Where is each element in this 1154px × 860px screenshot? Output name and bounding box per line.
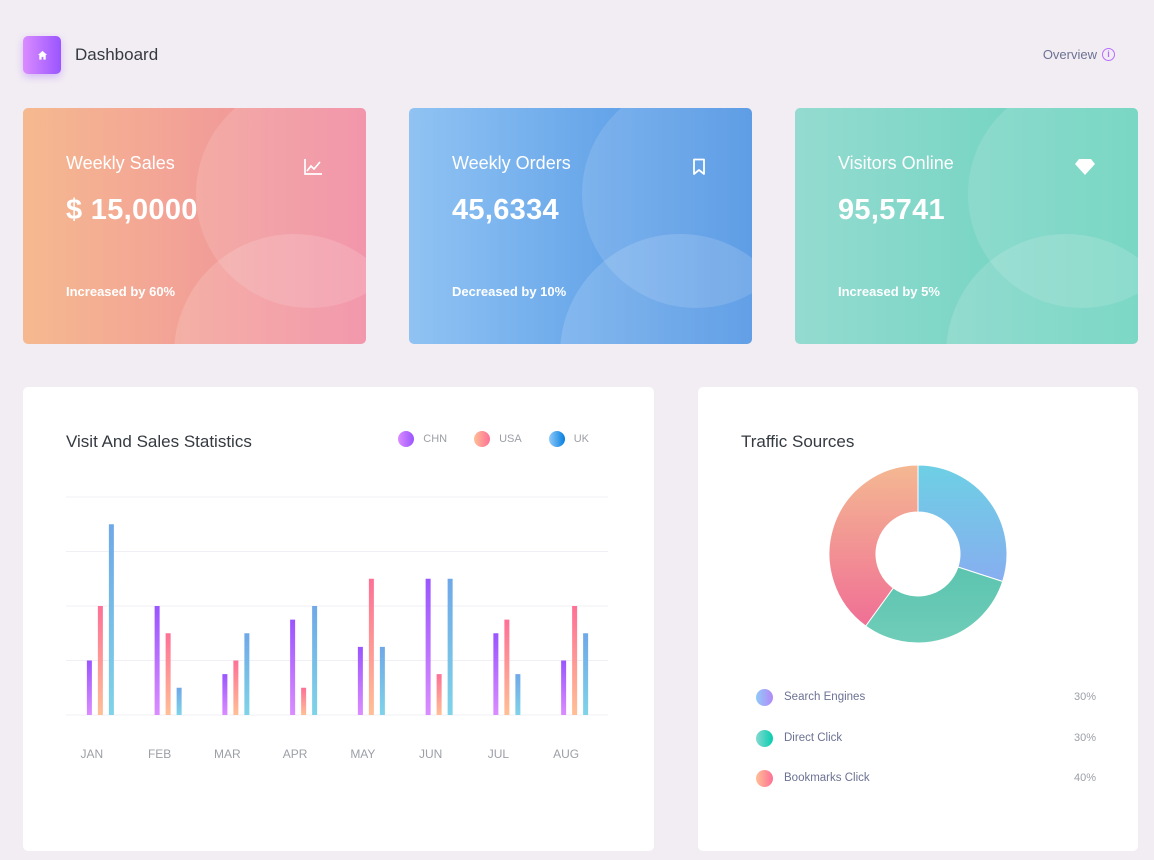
x-tick-label: FEB — [148, 747, 171, 761]
donut-slice-bookmarks-click[interactable] — [828, 464, 919, 627]
x-tick-label: JAN — [81, 747, 104, 761]
chart-legend: CHN USA UK — [398, 431, 589, 447]
x-tick-label: MAR — [214, 747, 241, 761]
chart-title: Visit And Sales Statistics — [66, 432, 252, 451]
legend-label: UK — [573, 433, 589, 445]
bar-usa-mar[interactable] — [233, 660, 239, 716]
bookmark-icon — [688, 156, 710, 178]
traffic-item-search-engines: Search Engines 30% — [756, 687, 1096, 707]
traffic-label: Bookmarks Click — [784, 772, 870, 784]
bar-chn-aug[interactable] — [561, 660, 567, 716]
card-label: Weekly Orders — [452, 153, 571, 173]
legend-item-usa[interactable]: USA — [474, 431, 522, 447]
legend-dot — [756, 688, 773, 706]
bar-chn-feb[interactable] — [154, 606, 160, 715]
page-header: Dashboard Overview i — [23, 35, 1115, 75]
bar-chn-jul[interactable] — [493, 633, 499, 715]
x-tick-label: MAY — [350, 747, 375, 761]
card-decoration — [560, 234, 752, 344]
donut-slice-direct-click[interactable] — [864, 566, 1004, 644]
legend-dot — [756, 729, 773, 747]
bar-chn-apr[interactable] — [290, 619, 296, 715]
legend-dot — [398, 431, 415, 447]
visit-sales-panel: JAN FEB MAR APR MAY JUN JUL AUG Visit And Sales… — [23, 387, 654, 851]
traffic-label: Direct Click — [784, 732, 843, 744]
bar-usa-feb[interactable] — [165, 633, 171, 715]
home-icon-badge[interactable] — [23, 36, 61, 74]
bar-uk-may[interactable] — [379, 646, 385, 715]
visitors-online-card: Visitors Online 95,5741 Increased by 5% — [795, 108, 1138, 344]
x-tick-label: JUL — [488, 747, 510, 761]
x-tick-label: APR — [283, 747, 308, 761]
card-decoration — [174, 234, 366, 344]
traffic-percent: 30% — [1073, 691, 1096, 703]
donut-slice-search-engines[interactable] — [917, 464, 1008, 583]
bar-uk-jul[interactable] — [515, 674, 521, 715]
bar-usa-jul[interactable] — [504, 619, 510, 715]
traffic-item-direct-click: Direct Click 30% — [756, 728, 1096, 748]
bar-chart: JAN FEB MAR APR MAY JUN JUL AUG — [66, 496, 608, 761]
info-icon: i — [1102, 48, 1115, 61]
legend-label: USA — [499, 433, 522, 445]
legend-dot — [756, 769, 773, 787]
card-change: Decreased by 10% — [452, 284, 567, 299]
diamond-icon — [1074, 156, 1096, 178]
bar-usa-apr[interactable] — [301, 687, 307, 715]
bar-usa-jan[interactable] — [97, 606, 103, 715]
bar-chn-mar[interactable] — [222, 674, 228, 715]
home-icon — [37, 50, 47, 60]
bar-chn-jan[interactable] — [86, 660, 92, 716]
card-value: 45,6334 — [452, 194, 559, 226]
card-value: 95,5741 — [838, 194, 945, 226]
bar-usa-aug[interactable] — [572, 606, 578, 715]
bar-uk-mar[interactable] — [244, 633, 250, 715]
bar-uk-jan[interactable] — [108, 524, 114, 715]
bar-chn-jun[interactable] — [425, 578, 431, 715]
traffic-sources-panel: Traffic Sources Search Engines 30% Direc… — [698, 387, 1138, 851]
x-tick-label: JUN — [419, 747, 442, 761]
bar-usa-may[interactable] — [368, 578, 374, 715]
bar-chn-may[interactable] — [357, 646, 363, 715]
card-label: Weekly Sales — [66, 153, 175, 173]
card-value: $ 15,0000 — [66, 194, 198, 226]
traffic-title: Traffic Sources — [741, 432, 855, 451]
legend-item-chn[interactable]: CHN — [398, 431, 447, 447]
bar-usa-jun[interactable] — [436, 674, 442, 715]
traffic-percent: 40% — [1073, 772, 1096, 784]
page-title: Dashboard — [75, 45, 159, 64]
card-change: Increased by 5% — [838, 284, 940, 299]
traffic-item-bookmarks-click: Bookmarks Click 40% — [756, 768, 1096, 788]
bar-uk-jun[interactable] — [447, 578, 453, 715]
weekly-orders-card: Weekly Orders 45,6334 Decreased by 10% — [409, 108, 752, 344]
donut-chart — [828, 464, 1008, 644]
legend-item-uk[interactable]: UK — [548, 431, 589, 447]
bar-uk-apr[interactable] — [312, 606, 318, 715]
traffic-label: Search Engines — [784, 691, 866, 703]
chart-line-icon — [302, 156, 324, 178]
x-tick-label: AUG — [553, 747, 579, 761]
overview-link[interactable]: Overview i — [1043, 47, 1115, 62]
legend-dot — [548, 431, 565, 447]
bar-uk-feb[interactable] — [176, 687, 182, 715]
legend-label: CHN — [423, 433, 448, 445]
card-decoration — [946, 234, 1138, 344]
bar-uk-aug[interactable] — [583, 633, 589, 715]
card-change: Increased by 60% — [66, 284, 176, 299]
card-label: Visitors Online — [838, 153, 954, 173]
legend-dot — [474, 431, 491, 447]
overview-label: Overview — [1042, 47, 1097, 62]
weekly-sales-card: Weekly Sales $ 15,0000 Increased by 60% — [23, 108, 366, 344]
traffic-percent: 30% — [1073, 732, 1096, 744]
